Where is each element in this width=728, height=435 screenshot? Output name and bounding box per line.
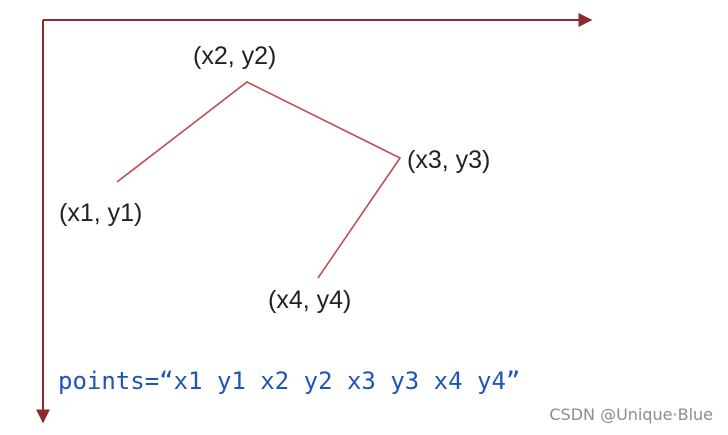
polyline-path — [116, 81, 402, 279]
point-label-1: (x1, y1) — [59, 199, 142, 227]
point-label-4: (x4, y4) — [268, 286, 351, 314]
points-attribute-code: points=“x1 y1 x2 y2 x3 y3 x4 y4” — [58, 367, 520, 395]
point-label-2: (x2, y2) — [193, 42, 276, 70]
watermark: CSDN @Unique·Blue — [549, 405, 713, 424]
point-label-3: (x3, y3) — [407, 146, 490, 174]
